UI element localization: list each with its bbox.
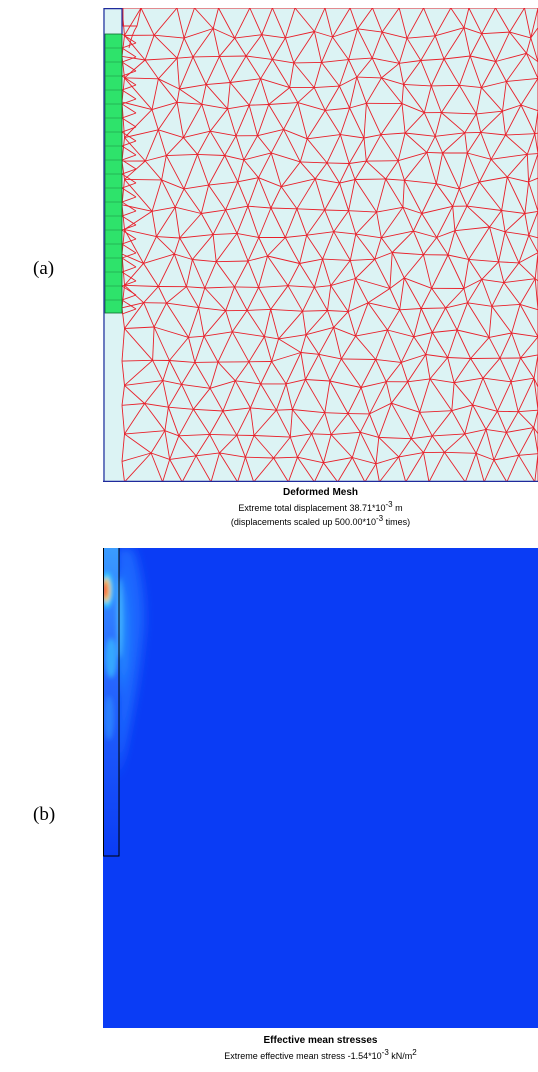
- caption-scale: (displacements scaled up 500.00*10-3 tim…: [230, 513, 411, 527]
- caption-displacement: Extreme total displacement 38.71*10-3 m: [238, 499, 403, 513]
- stress-field: [103, 548, 538, 1028]
- effective-mean-stress-plot: [103, 548, 538, 1028]
- caption-title: Deformed Mesh: [282, 487, 358, 498]
- mesh-canvas: [103, 8, 538, 482]
- model-boundary: [103, 8, 538, 482]
- panel-label-a: (a): [33, 258, 55, 279]
- caption-deformed-mesh: Deformed Mesh Extreme total displacement…: [103, 487, 538, 528]
- caption-stress: Extreme effective mean stress -1.54*10-3…: [224, 1047, 417, 1061]
- caption-title: Effective mean stresses: [263, 1035, 378, 1046]
- mesh-refinement: [121, 8, 142, 315]
- pile-outline: [103, 548, 120, 857]
- mesh-elements: [121, 8, 538, 482]
- panel-label-b: (b): [33, 804, 56, 825]
- stress-canvas: [103, 548, 538, 1028]
- caption-effective-stress: Effective mean stresses Extreme effectiv…: [103, 1035, 538, 1062]
- pile: [104, 33, 123, 314]
- deformed-mesh-plot: [103, 8, 538, 482]
